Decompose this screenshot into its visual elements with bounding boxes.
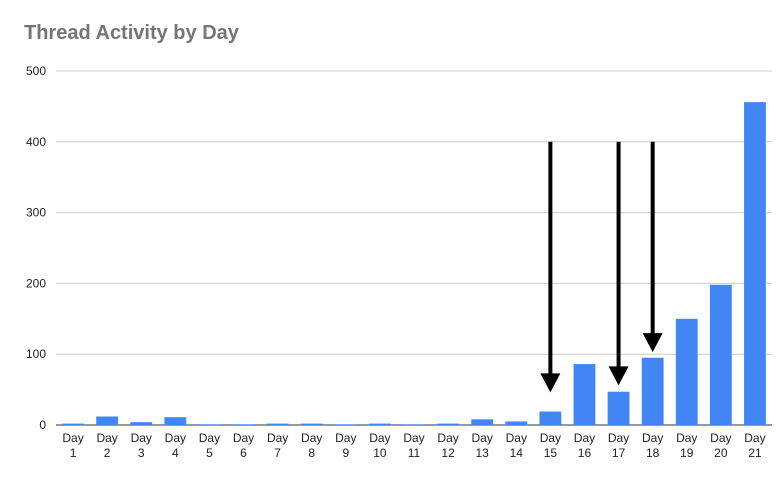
- arrow-head: [642, 333, 663, 353]
- x-tick-label: Day 19: [676, 431, 697, 460]
- arrow-head: [608, 366, 629, 386]
- bar-12: [437, 423, 460, 425]
- bar-9: [334, 424, 357, 425]
- arrow-annotation-1: [540, 141, 561, 393]
- bar-5: [198, 424, 221, 425]
- x-tick-label: Day 15: [540, 431, 561, 460]
- x-tick-label: Day 20: [710, 431, 731, 460]
- x-tick-label: Day 7: [267, 431, 288, 460]
- bar-21: [744, 102, 766, 425]
- arrow-head: [540, 373, 561, 393]
- bar-10: [368, 423, 391, 425]
- y-tick-label: 400: [26, 135, 46, 149]
- bar-3: [130, 422, 153, 425]
- bar-2: [96, 416, 119, 425]
- x-axis-ticks: Day 1 Day 2 Day 3 Day 4 Day 5 Day 6 Day 7 Day 8 Day 9 Day 1…: [62, 431, 765, 460]
- x-tick-label: Day 16: [574, 431, 595, 460]
- bar-1: [62, 423, 84, 425]
- bar-4: [164, 417, 187, 425]
- bars: [62, 102, 766, 425]
- bar-17: [607, 391, 630, 425]
- x-tick-label: Day 21: [744, 431, 765, 460]
- x-tick-label: Day 1: [62, 431, 83, 460]
- y-tick-label: 500: [26, 64, 46, 78]
- y-tick-label: 100: [26, 347, 46, 361]
- y-tick-label: 0: [39, 418, 46, 432]
- x-tick-label: Day 5: [199, 431, 220, 460]
- x-tick-label: Day 17: [608, 431, 629, 460]
- x-tick-label: Day 10: [369, 431, 390, 460]
- x-tick-label: Day 11: [403, 431, 424, 460]
- bar-13: [471, 419, 494, 425]
- annotation-arrows: [540, 141, 663, 393]
- y-axis-ticks: 0 100 200 300 400 500: [26, 64, 46, 432]
- arrow-annotation-2: [608, 141, 629, 386]
- gridlines: [56, 70, 772, 426]
- x-tick-label: Day 13: [472, 431, 493, 460]
- x-tick-label: Day 3: [131, 431, 152, 460]
- x-tick-label: Day 6: [233, 431, 254, 460]
- bar-18: [641, 357, 664, 425]
- x-tick-label: Day 14: [506, 431, 527, 460]
- bar-8: [300, 423, 323, 425]
- bar-19: [675, 318, 698, 425]
- arrow-annotation-3: [642, 141, 663, 353]
- bar-14: [505, 421, 528, 425]
- y-tick-label: 200: [26, 276, 46, 290]
- x-tick-label: Day 2: [96, 431, 117, 460]
- x-tick-label: Day 18: [642, 431, 663, 460]
- chart-title: Thread Activity by Day: [24, 22, 239, 44]
- bar-7: [266, 423, 289, 425]
- bar-6: [232, 424, 255, 425]
- x-tick-label: Day 4: [165, 431, 186, 460]
- bar-16: [573, 364, 596, 425]
- x-tick-label: Day 8: [301, 431, 322, 460]
- y-tick-label: 300: [26, 206, 46, 220]
- bar-11: [403, 424, 425, 425]
- x-tick-label: Day 12: [437, 431, 458, 460]
- x-tick-label: Day 9: [335, 431, 356, 460]
- bar-15: [539, 411, 562, 425]
- bar-20: [709, 284, 732, 425]
